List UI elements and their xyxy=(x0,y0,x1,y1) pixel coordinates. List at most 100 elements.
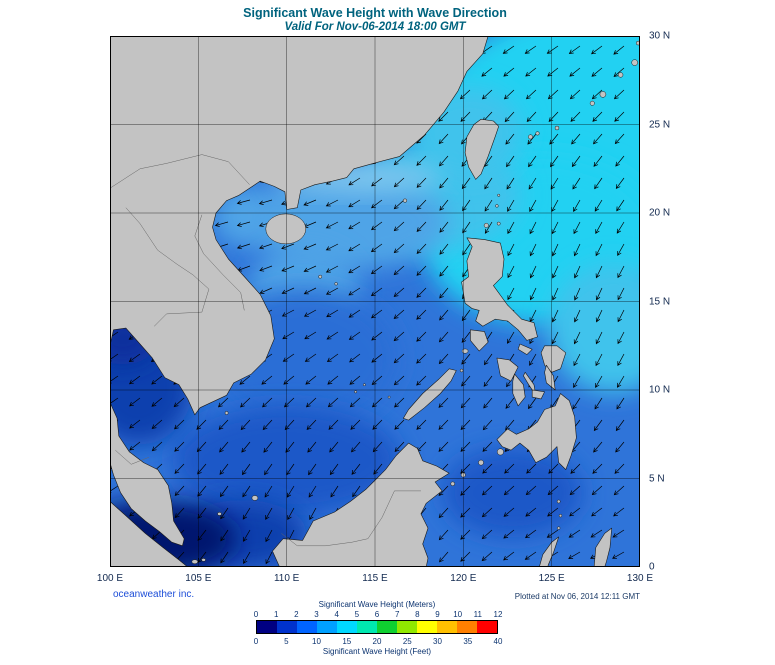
wave-arrow xyxy=(416,375,427,386)
wave-arrow xyxy=(281,265,295,272)
wave-arrow xyxy=(505,419,515,431)
legend-feet-tick: 25 xyxy=(402,637,412,646)
colorbar-segment xyxy=(297,621,317,633)
wave-arrow xyxy=(348,287,361,296)
wave-arrow xyxy=(439,551,449,563)
wave-arrow xyxy=(240,419,251,431)
wave-arrow xyxy=(416,309,427,320)
wave-arrow xyxy=(613,485,625,496)
wave-arrow xyxy=(174,507,185,519)
wave-arrow xyxy=(507,287,515,301)
legend-feet-tick: 35 xyxy=(463,637,473,646)
wave-arrow xyxy=(612,551,625,559)
wave-arrow xyxy=(527,133,537,145)
wave-arrow xyxy=(416,243,427,255)
wave-arrow xyxy=(306,419,317,431)
wave-arrow xyxy=(573,243,581,257)
legend-meters-tick: 1 xyxy=(273,610,279,619)
wave-arrow xyxy=(264,463,273,476)
wave-arrow xyxy=(416,353,427,364)
wave-arrow xyxy=(613,89,625,100)
wave-arrow xyxy=(591,89,603,100)
wave-arrow xyxy=(303,243,317,250)
plotted-timestamp: Plotted at Nov 06, 2014 12:11 GMT xyxy=(514,592,640,601)
landmass xyxy=(470,329,489,352)
wave-arrow xyxy=(616,221,625,234)
wave-arrow xyxy=(129,441,141,451)
wave-arrow xyxy=(281,287,295,295)
wave-arrow xyxy=(503,529,515,539)
wave-arrow xyxy=(393,199,405,210)
wave-arrow xyxy=(525,485,537,496)
wave-arrow xyxy=(481,507,493,518)
wave-arrow xyxy=(614,133,625,145)
wave-arrow xyxy=(439,155,449,167)
island xyxy=(617,72,624,78)
wave-arrow xyxy=(573,353,581,367)
wave-arrow xyxy=(151,441,163,452)
legend: Significant Wave Height (Meters) Signifi… xyxy=(254,600,503,658)
country-border xyxy=(125,207,210,327)
wave-arrow xyxy=(595,309,603,323)
island xyxy=(496,448,504,456)
wave-arrow xyxy=(239,375,251,385)
wave-arrow xyxy=(281,243,295,250)
island xyxy=(217,512,222,516)
wave-arrow xyxy=(595,265,603,279)
wave-arrow xyxy=(236,199,251,205)
wave-arrow xyxy=(593,441,603,453)
wave-arrow xyxy=(329,441,339,453)
wave-arrow xyxy=(218,419,229,431)
grid-lines xyxy=(110,36,640,567)
wave-arrow xyxy=(281,309,295,317)
lat-tick-label: 20 N xyxy=(649,207,671,219)
lat-tick-label: 5 N xyxy=(649,473,665,484)
wave-arrow xyxy=(416,287,427,298)
wave-arrow xyxy=(243,551,251,564)
wave-arrow xyxy=(595,331,603,345)
wave-arrow xyxy=(617,265,625,279)
colorbar-segment xyxy=(317,621,337,633)
wave-arrow xyxy=(525,529,537,539)
legend-meters-tick: 5 xyxy=(354,610,360,619)
wave-arrow xyxy=(372,419,383,430)
wave-arrow xyxy=(460,441,471,452)
island xyxy=(251,495,259,501)
island xyxy=(496,221,501,226)
wave-height-region xyxy=(548,263,640,394)
wave-arrow xyxy=(329,463,339,476)
legend-feet-tick: 5 xyxy=(284,637,289,646)
island xyxy=(556,499,561,504)
wave-arrow xyxy=(593,419,603,432)
wave-arrow xyxy=(371,397,383,408)
wave-arrow xyxy=(551,309,559,323)
lat-tick-label: 0 xyxy=(649,561,655,573)
wave-arrow xyxy=(439,199,449,211)
legend-meters-tick: 4 xyxy=(334,610,339,619)
legend-colorbar xyxy=(256,620,498,634)
wave-arrow xyxy=(483,375,493,387)
wave-arrow xyxy=(573,331,581,345)
wave-arrow xyxy=(529,265,537,279)
wave-arrow xyxy=(547,89,559,100)
wave-arrow xyxy=(529,243,537,257)
wave-arrow xyxy=(393,243,405,254)
legend-meters-tick: 7 xyxy=(394,610,400,619)
wave-arrow xyxy=(525,89,537,100)
wave-arrow xyxy=(243,529,251,542)
wave-arrow xyxy=(529,353,537,366)
wave-arrow xyxy=(393,353,405,364)
legend-feet-tick: 10 xyxy=(312,637,321,646)
wave-arrow xyxy=(529,221,537,235)
colorbar-segment xyxy=(397,621,417,633)
wave-arrow xyxy=(551,243,559,257)
wave-arrow xyxy=(217,397,229,408)
lon-tick-label: 120 E xyxy=(450,573,477,584)
wave-arrow xyxy=(351,463,361,475)
island xyxy=(450,481,455,487)
lon-tick-label: 115 E xyxy=(362,573,388,584)
legend-feet-tick: 15 xyxy=(342,637,352,646)
wave-arrow xyxy=(416,155,427,166)
wave-arrow xyxy=(568,529,581,538)
wave-arrow xyxy=(504,463,515,474)
